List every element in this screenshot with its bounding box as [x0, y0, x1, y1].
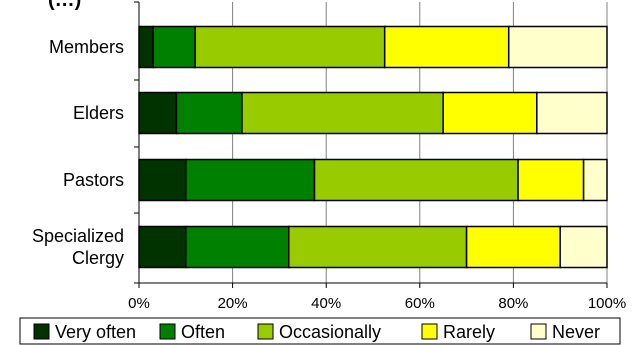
category-label: Elders: [73, 103, 124, 123]
legend-swatch: [257, 323, 274, 340]
x-tick-label: 100%: [588, 295, 626, 312]
bar-segment-never: [507, 25, 608, 69]
bar-segment-rarely: [442, 91, 538, 135]
bar-segment-very-often: [138, 25, 154, 69]
bar-segment-often: [175, 91, 243, 135]
legend-swatch: [421, 323, 438, 340]
x-tick-label: 0%: [128, 295, 150, 312]
bars: [138, 25, 608, 269]
category-label: Members: [49, 37, 124, 57]
legend-label: Never: [552, 322, 600, 342]
bar-segment-never: [559, 225, 608, 269]
legend-swatch: [33, 323, 50, 340]
legend: Very often Often Occasionally Rarely Never: [19, 317, 621, 345]
bar-segment-occasionally: [313, 158, 519, 202]
bar-segment-never: [536, 91, 608, 135]
category-label: Pastors: [63, 170, 124, 190]
legend-label: Rarely: [443, 322, 495, 342]
x-tick-label: 60%: [405, 295, 435, 312]
bar-segment-often: [152, 25, 196, 69]
bar-segment-very-often: [138, 91, 178, 135]
legend-box: [19, 317, 621, 345]
axes: 0% 20% 40% 60% 80% 100% Members Elders Pastors Sp…: [32, 1, 626, 312]
category-label: Specialized: [32, 226, 124, 246]
legend-label: Occasionally: [279, 322, 381, 342]
bar-segment-rarely: [517, 158, 585, 202]
bar-segment-very-often: [138, 225, 187, 269]
legend-label: Very often: [55, 322, 136, 342]
chart-title-fragment: (…): [48, 0, 81, 11]
bar-segment-rarely: [383, 25, 510, 69]
bar-segment-never: [582, 158, 608, 202]
chart-title-area: (…): [48, 0, 81, 11]
legend-swatch: [159, 323, 176, 340]
bar-segment-rarely: [465, 225, 561, 269]
legend-swatch: [530, 323, 547, 340]
bar-segment-occasionally: [194, 25, 386, 69]
bar-segment-occasionally: [288, 225, 468, 269]
bar-segment-very-often: [138, 158, 187, 202]
x-tick-label: 20%: [218, 295, 248, 312]
bar-segment-often: [185, 158, 316, 202]
bar-segment-occasionally: [241, 91, 444, 135]
x-tick-label: 40%: [311, 295, 341, 312]
x-tick-label: 80%: [498, 295, 528, 312]
legend-label: Often: [181, 322, 225, 342]
category-label: Clergy: [72, 248, 124, 268]
bar-segment-often: [185, 225, 290, 269]
